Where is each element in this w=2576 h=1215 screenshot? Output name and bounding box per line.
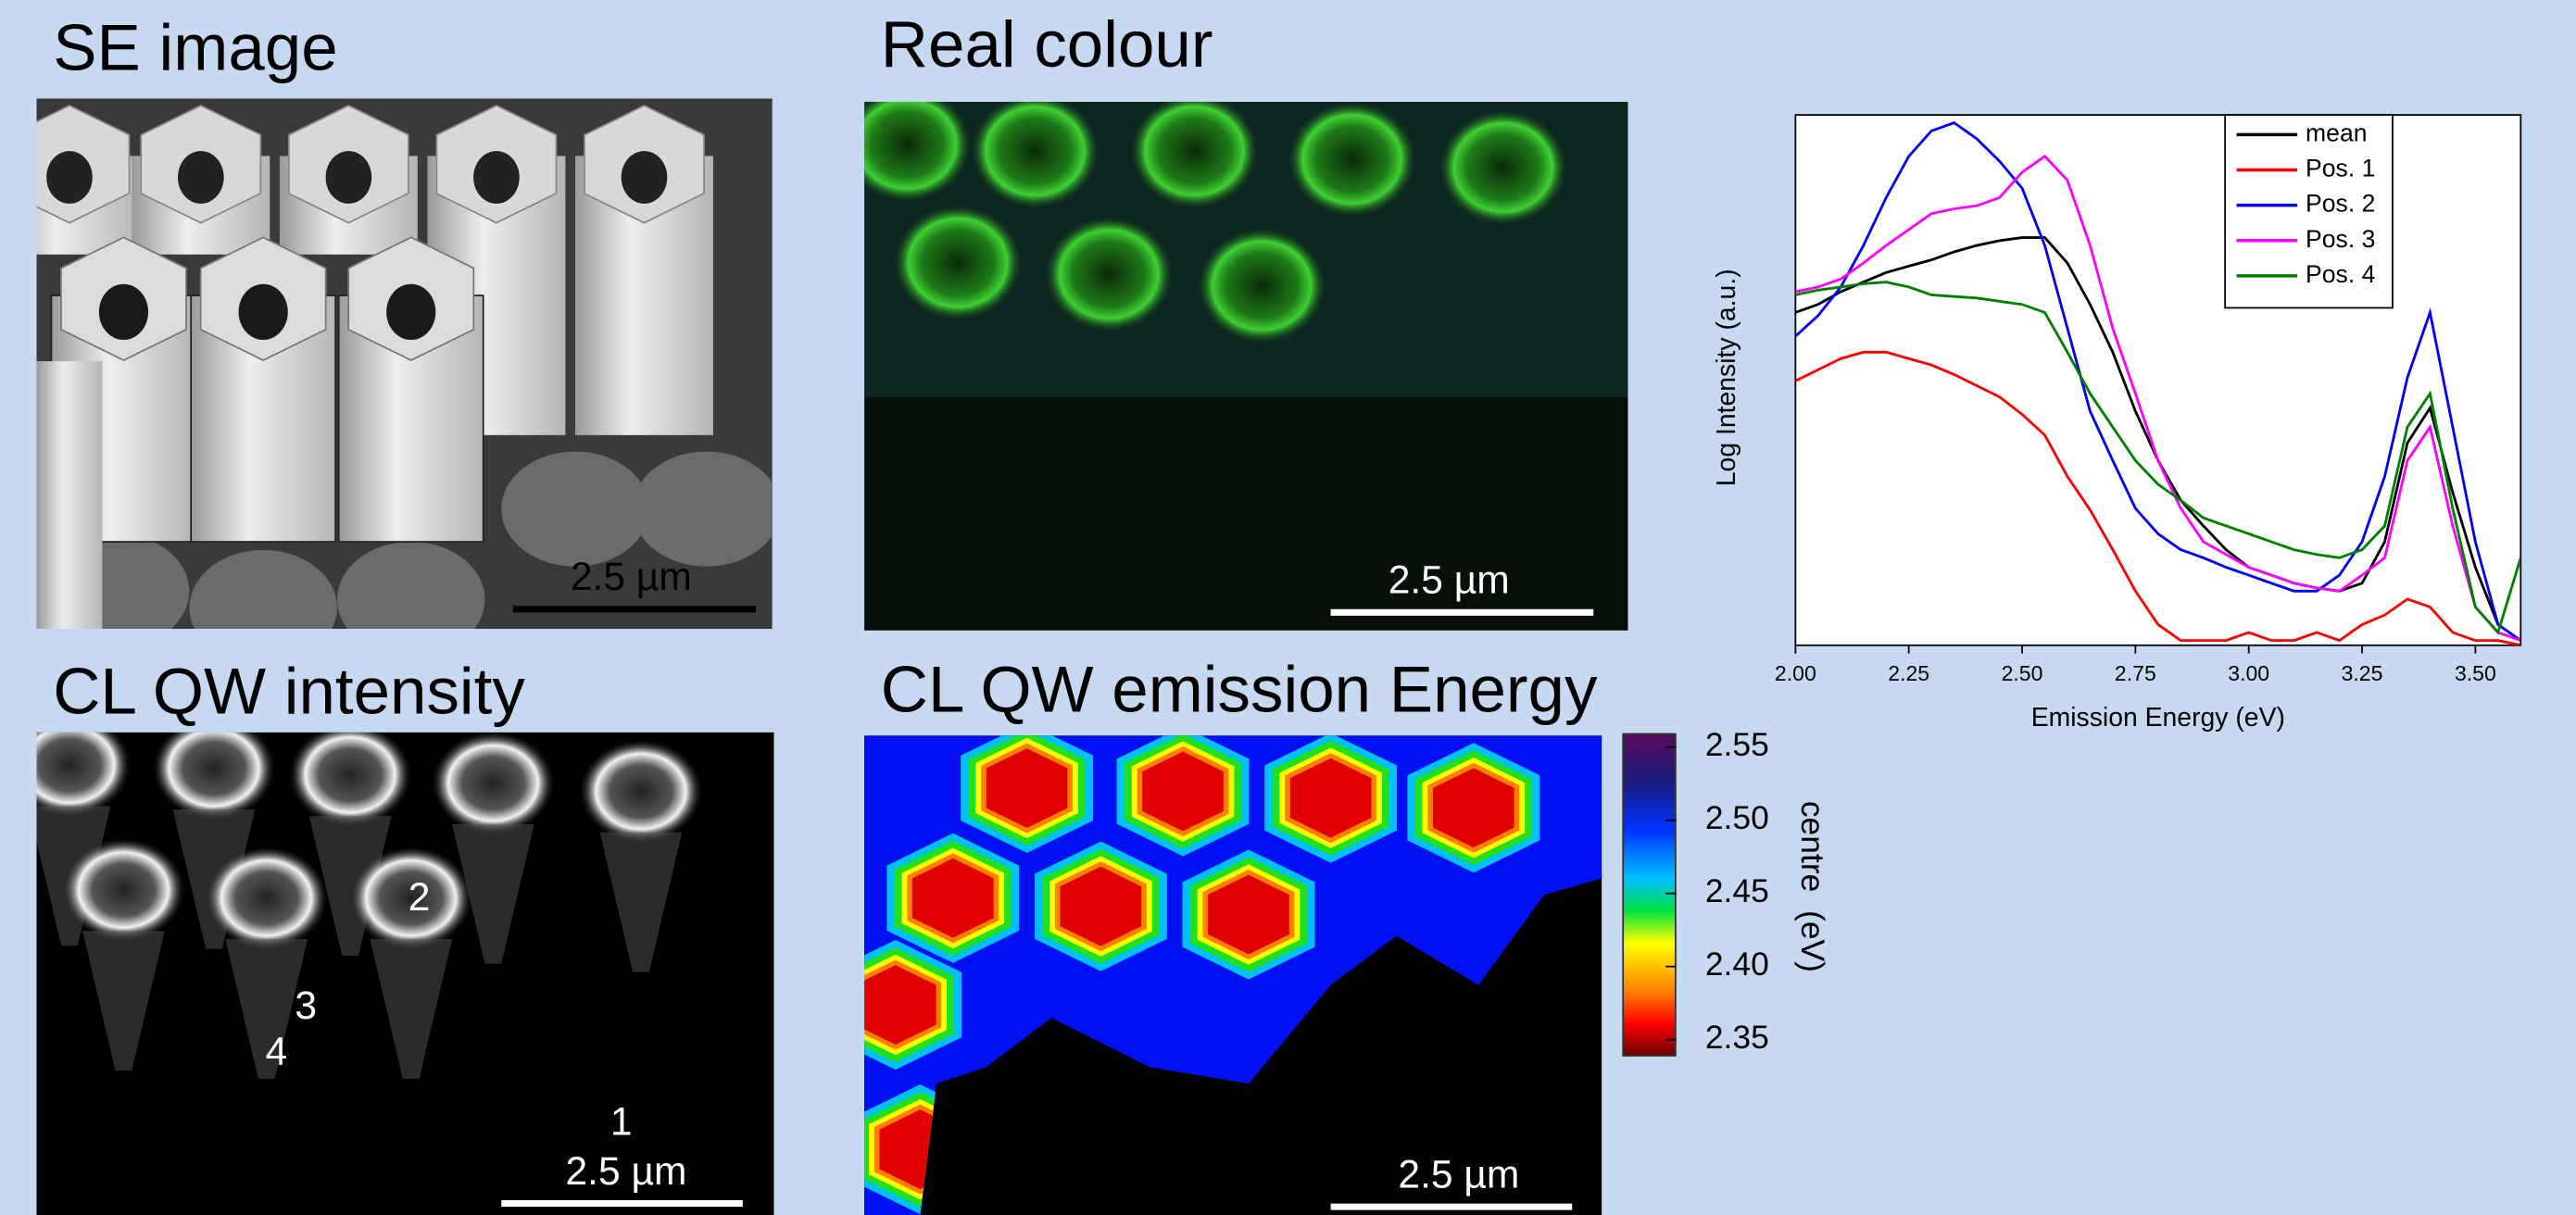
legend-label: Pos. 3 (2306, 225, 2375, 253)
legend-label: Pos. 4 (2306, 260, 2375, 288)
emission-ring (288, 722, 413, 827)
pillar-hole (239, 284, 288, 340)
colorbar-tick-label: 2.50 (1705, 799, 1769, 836)
x-tick-label: 2.25 (1888, 661, 1929, 685)
point-marker: 3 (295, 983, 317, 1028)
emission-spot (841, 85, 973, 204)
panel-title: Real colour (881, 8, 1213, 81)
plot-area (1795, 115, 2520, 645)
colorbar-tick-label: 2.55 (1705, 726, 1769, 763)
legend-label: Pos. 1 (2306, 155, 2375, 182)
emission-ring (61, 837, 186, 942)
x-tick-label: 2.00 (1775, 661, 1816, 685)
colorbar-tick-label: 2.35 (1705, 1019, 1769, 1056)
x-tick-label: 3.50 (2455, 661, 2496, 685)
emission-spot (970, 92, 1101, 210)
pillar-base (501, 452, 649, 567)
cl-intensity-image: 2 34 1 (7, 712, 774, 1215)
x-tick-label: 2.75 (2115, 661, 2156, 685)
point-marker: 2 (408, 875, 431, 920)
scale-bar-label: 2.5 µm (566, 1149, 687, 1194)
page: SE image Real colour CL QW intensity CL … (0, 0, 2576, 1215)
emission-spot (1196, 227, 1327, 345)
emission-spot (1043, 215, 1175, 333)
emission-ring (152, 716, 277, 820)
scale-bar-label: 2.5 µm (1398, 1152, 1519, 1196)
panel-title: CL QW intensity (53, 655, 525, 728)
colorbar-tick-label: 2.40 (1705, 946, 1769, 983)
legend-label: Pos. 2 (2306, 190, 2375, 218)
pillar-hole (326, 151, 372, 204)
panel-title: CL QW emission Energy (881, 654, 1598, 727)
emission-spot (892, 204, 1024, 322)
x-axis-label: Emission Energy (eV) (2031, 703, 2285, 733)
x-tick-label: 3.25 (2342, 661, 2383, 685)
colorbar-tick-label: 2.45 (1705, 872, 1769, 909)
point-marker: 1 (610, 1100, 633, 1145)
emission-ring (204, 845, 329, 950)
pillar-hole (386, 284, 435, 340)
x-tick-label: 3.00 (2228, 661, 2269, 685)
figure: SE image Real colour CL QW intensity CL … (0, 0, 2576, 1215)
scale-bar-label: 2.5 µm (571, 555, 692, 599)
spectrum-chart: 2.00 2.25 2.50 2.75 3.00 3.25 3.50 Emission Ene… (1712, 115, 2520, 733)
colorbar-label: centre (eV) (1794, 801, 1831, 972)
pillar-hole (46, 151, 93, 204)
colorbar (1623, 734, 1676, 1057)
emission-spot (1287, 100, 1418, 219)
emission-spot (1129, 92, 1261, 210)
emission-ring (431, 731, 556, 835)
panel-title: SE image (53, 11, 337, 84)
point-marker: 4 (266, 1029, 288, 1073)
y-axis-label: Log Intensity (a.u.) (1712, 269, 1741, 486)
real-colour-image (841, 85, 1627, 631)
pillar-hole (473, 151, 520, 204)
emission-ring (579, 739, 704, 844)
pillar (36, 361, 102, 629)
pillar-hole (99, 284, 148, 340)
x-tick-label: 2.50 (2002, 661, 2043, 685)
pillar-hole (622, 151, 668, 204)
pillar-base (337, 542, 485, 657)
pillar-hole (178, 151, 224, 204)
pillar-base (633, 452, 781, 567)
scale-bar-label: 2.5 µm (1389, 558, 1510, 603)
emission-spot (1438, 108, 1569, 227)
emission-ring (7, 712, 132, 817)
legend-label: mean (2306, 119, 2367, 146)
pillar-base (189, 550, 337, 665)
